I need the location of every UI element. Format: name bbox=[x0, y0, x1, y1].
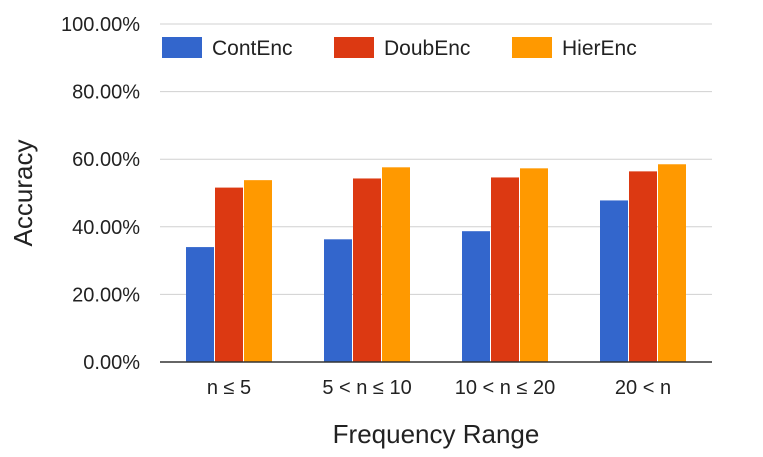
legend-swatch-hierenc bbox=[512, 37, 552, 58]
y-tick-label: 40.00% bbox=[72, 217, 140, 239]
y-tick-label: 0.00% bbox=[83, 352, 140, 374]
x-tick-label: 10 < n ≤ 20 bbox=[455, 377, 556, 399]
y-tick-label: 20.00% bbox=[72, 284, 140, 306]
bar-contenc-2 bbox=[462, 231, 490, 362]
legend-swatch-contenc bbox=[162, 37, 202, 58]
bar-hierenc-3 bbox=[658, 164, 686, 362]
y-tick-label: 80.00% bbox=[72, 82, 140, 104]
bar-contenc-1 bbox=[324, 239, 352, 362]
legend-label-hierenc: HierEnc bbox=[562, 37, 637, 60]
y-tick-label: 100.00% bbox=[61, 14, 140, 36]
bar-hierenc-2 bbox=[520, 168, 548, 362]
x-axis-title: Frequency Range bbox=[333, 419, 540, 449]
bar-hierenc-0 bbox=[244, 180, 272, 362]
bar-doubenc-3 bbox=[629, 171, 657, 362]
x-tick-label: n ≤ 5 bbox=[207, 377, 251, 399]
bars bbox=[186, 164, 686, 362]
y-tick-label: 60.00% bbox=[72, 149, 140, 171]
x-tick-label: 5 < n ≤ 10 bbox=[322, 377, 411, 399]
bar-contenc-0 bbox=[186, 247, 214, 362]
legend-label-doubenc: DoubEnc bbox=[384, 37, 470, 60]
bar-doubenc-2 bbox=[491, 177, 519, 362]
axes: 0.00% 20.00% 40.00% 60.00% 80.00% 100.00% n ≤ … bbox=[61, 14, 712, 399]
bar-doubenc-0 bbox=[215, 187, 243, 362]
legend-label-contenc: ContEnc bbox=[212, 37, 293, 60]
legend-swatch-doubenc bbox=[334, 37, 374, 58]
legend: ContEnc DoubEnc HierEnc bbox=[162, 37, 637, 60]
x-tick-label: 20 < n bbox=[615, 377, 671, 399]
bar-contenc-3 bbox=[600, 200, 628, 362]
bar-hierenc-1 bbox=[382, 167, 410, 362]
y-axis-title: Accuracy bbox=[8, 140, 38, 247]
bar-doubenc-1 bbox=[353, 178, 381, 362]
